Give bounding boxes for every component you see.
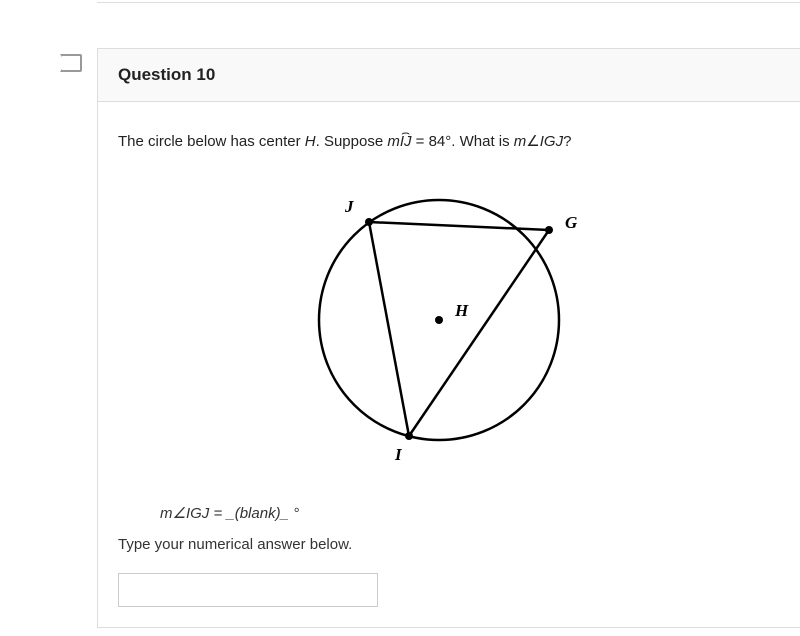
angle-symbol: ∠ — [526, 133, 539, 150]
answer-instruction: Type your numerical answer below. — [118, 536, 780, 553]
question-card: Question 10 The circle below has center … — [97, 48, 800, 628]
question-body: The circle below has center H. Suppose m… — [98, 102, 800, 627]
svg-text:H: H — [454, 301, 469, 320]
svg-text:I: I — [394, 445, 403, 464]
bookmark-icon[interactable] — [60, 54, 82, 72]
answer-input[interactable] — [118, 573, 378, 607]
prompt-text: . Suppose — [316, 133, 388, 150]
top-divider — [97, 0, 800, 3]
center-label: H — [305, 133, 316, 150]
question-prompt: The circle below has center H. Suppose m… — [118, 132, 780, 150]
diagram-svg: J G I H — [259, 170, 639, 470]
question-header: Question 10 — [98, 49, 800, 102]
arc-value: = 84°. What is — [412, 133, 514, 150]
angle-label: IGJ — [540, 133, 563, 150]
arc-label: IJ — [400, 133, 412, 150]
qmark: ? — [563, 133, 571, 150]
svg-text:G: G — [565, 213, 578, 232]
prompt-text: The circle below has center — [118, 133, 305, 150]
measure-m: m — [514, 133, 527, 150]
question-title: Question 10 — [118, 65, 215, 84]
answer-expression: m∠IGJ = _(blank)_ ° — [160, 504, 780, 522]
svg-text:J: J — [344, 197, 354, 216]
measure-m: m — [387, 133, 400, 150]
circle-diagram: J G I H — [118, 170, 780, 474]
